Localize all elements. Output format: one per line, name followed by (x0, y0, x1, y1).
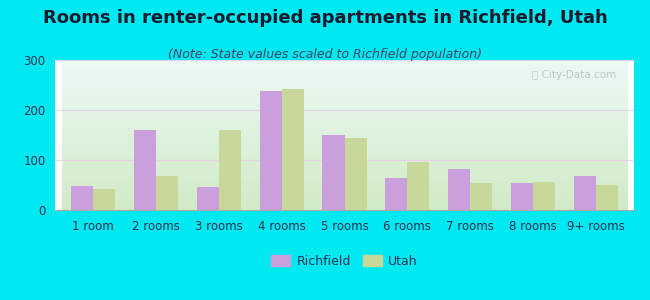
Text: (Note: State values scaled to Richfield population): (Note: State values scaled to Richfield … (168, 48, 482, 61)
Bar (596, 185, 618, 210)
Bar (197, 187, 219, 210)
Bar (385, 178, 408, 210)
Text: Rooms in renter-occupied apartments in Richfield, Utah: Rooms in renter-occupied apartments in R… (43, 9, 607, 27)
Bar (259, 91, 281, 210)
Bar (134, 130, 156, 210)
Bar (322, 135, 344, 210)
Bar (574, 176, 596, 210)
Bar (470, 182, 492, 210)
Bar (344, 137, 367, 210)
Bar (71, 186, 93, 210)
Bar (448, 169, 470, 210)
Text: Ⓢ City-Data.com: Ⓢ City-Data.com (532, 70, 616, 80)
Bar (533, 182, 555, 210)
Bar (156, 176, 178, 210)
Legend: Richfield, Utah: Richfield, Utah (266, 250, 422, 273)
Bar (93, 188, 115, 210)
Bar (511, 182, 533, 210)
Bar (281, 89, 304, 210)
Bar (219, 130, 240, 210)
Bar (408, 161, 430, 210)
